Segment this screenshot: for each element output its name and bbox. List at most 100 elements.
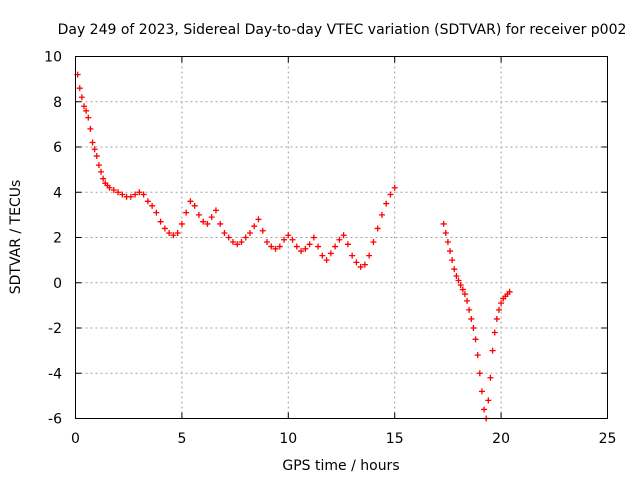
data-point <box>478 388 485 395</box>
data-point <box>251 223 258 230</box>
data-point <box>242 234 249 241</box>
y-tick-label: -2 <box>48 321 62 337</box>
data-point <box>495 306 502 313</box>
data-point <box>491 329 498 336</box>
data-point <box>136 189 143 196</box>
data-point <box>472 336 479 343</box>
x-tick-label: 25 <box>599 431 617 447</box>
data-point <box>140 191 147 198</box>
y-axis-label: SDTVAR / TECUs <box>8 180 24 295</box>
data-point <box>221 229 228 236</box>
data-point <box>457 282 464 289</box>
x-tick-label: 5 <box>177 431 186 447</box>
data-point <box>374 225 381 232</box>
data-point <box>453 272 460 279</box>
data-point <box>302 245 309 252</box>
data-point <box>466 306 473 313</box>
data-point <box>391 184 398 191</box>
data-point <box>259 227 266 234</box>
data-point <box>212 207 219 214</box>
data-point <box>470 325 477 331</box>
data-point <box>449 257 456 264</box>
data-point <box>442 229 449 236</box>
data-point <box>132 191 139 198</box>
data-point <box>149 202 156 209</box>
data-point <box>178 220 185 227</box>
y-tick-label: -6 <box>48 412 62 428</box>
data-point <box>498 300 505 307</box>
y-tick-label: 6 <box>53 140 62 156</box>
data-point <box>464 297 471 304</box>
data-point <box>340 232 347 239</box>
data-point <box>315 243 322 250</box>
data-points <box>74 71 513 422</box>
data-point <box>451 266 458 273</box>
x-axis-label: GPS time / hours <box>282 458 399 474</box>
data-point <box>144 198 151 205</box>
x-tick-label: 20 <box>492 431 510 447</box>
data-point <box>281 236 288 243</box>
data-point <box>87 125 94 132</box>
data-point <box>487 374 494 381</box>
data-point <box>195 211 202 218</box>
data-point <box>349 252 356 259</box>
data-point <box>378 211 385 218</box>
data-point <box>153 209 160 216</box>
data-point <box>91 146 98 153</box>
data-point <box>183 209 190 216</box>
data-point <box>98 168 105 175</box>
data-point <box>115 189 122 196</box>
data-point <box>485 397 492 404</box>
data-point <box>336 236 343 243</box>
data-point <box>229 239 236 246</box>
x-tick-label: 0 <box>71 431 80 447</box>
axis-ticks: 0 5 10 15 20 25 -6 -4 -2 0 2 4 6 8 10 <box>44 50 616 448</box>
data-point <box>119 191 126 198</box>
y-tick-label: 10 <box>44 50 62 66</box>
data-point <box>83 107 90 114</box>
data-point <box>293 243 300 250</box>
y-tick-label: 2 <box>53 231 62 247</box>
data-point <box>444 239 451 246</box>
data-point <box>191 202 198 209</box>
data-point <box>298 248 305 255</box>
data-point <box>217 220 224 227</box>
data-point <box>204 220 211 227</box>
data-point <box>93 153 100 160</box>
data-point <box>225 234 232 241</box>
data-point <box>170 232 177 239</box>
data-point <box>306 241 313 248</box>
data-point <box>323 257 330 264</box>
data-point <box>95 162 102 169</box>
y-tick-label: 8 <box>53 95 62 111</box>
data-point <box>127 193 134 200</box>
data-point <box>285 232 292 239</box>
data-point <box>276 243 283 250</box>
data-point <box>78 94 85 101</box>
chart-title: Day 249 of 2023, Sidereal Day-to-day VTE… <box>58 22 627 38</box>
data-point <box>166 229 173 236</box>
data-point <box>238 239 245 246</box>
data-point <box>481 406 488 413</box>
data-point <box>447 248 454 255</box>
x-tick-label: 15 <box>386 431 404 447</box>
data-point <box>106 184 113 191</box>
data-point <box>246 229 253 236</box>
data-point <box>174 229 181 236</box>
data-point <box>89 139 96 146</box>
data-point <box>110 186 117 193</box>
data-point <box>76 85 83 92</box>
data-point <box>493 315 500 322</box>
y-tick-label: 4 <box>53 185 62 201</box>
data-point <box>208 214 215 221</box>
data-point <box>468 315 475 322</box>
data-point <box>157 218 164 225</box>
data-point <box>200 218 207 225</box>
data-point <box>459 286 466 293</box>
data-point <box>319 252 326 259</box>
data-point <box>387 191 394 198</box>
data-point <box>476 370 483 377</box>
data-point <box>289 236 296 243</box>
data-point <box>344 241 351 248</box>
